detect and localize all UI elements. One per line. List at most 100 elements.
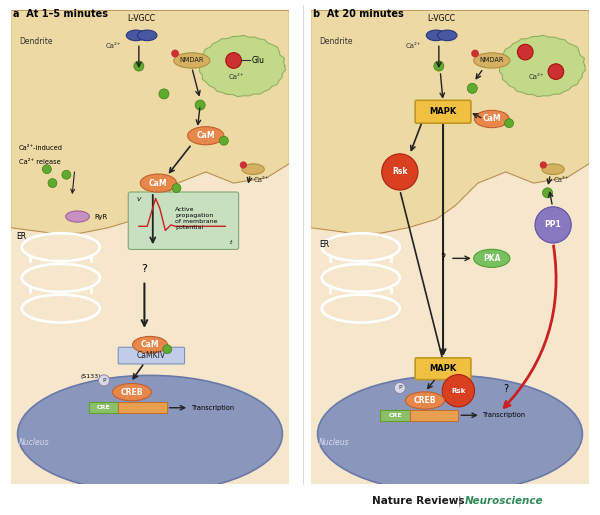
Text: Nature Reviews: Nature Reviews — [372, 496, 464, 506]
Circle shape — [517, 44, 533, 60]
Ellipse shape — [188, 127, 224, 145]
Text: CRE: CRE — [388, 413, 402, 418]
Circle shape — [172, 184, 181, 193]
Circle shape — [467, 83, 478, 93]
Circle shape — [62, 170, 71, 179]
Circle shape — [240, 161, 247, 168]
Polygon shape — [311, 10, 589, 484]
Circle shape — [442, 374, 475, 407]
Text: Ca²⁺-induced: Ca²⁺-induced — [19, 145, 63, 151]
Circle shape — [394, 382, 406, 393]
Text: Transcription: Transcription — [484, 413, 527, 418]
Text: (S133): (S133) — [80, 374, 101, 379]
Text: a  At 1–5 minutes: a At 1–5 minutes — [13, 9, 109, 19]
Polygon shape — [11, 10, 289, 233]
Ellipse shape — [65, 211, 89, 222]
Circle shape — [505, 119, 514, 128]
Text: Ca²⁺: Ca²⁺ — [529, 74, 544, 80]
Polygon shape — [11, 10, 289, 484]
Circle shape — [171, 49, 179, 57]
Text: CaM: CaM — [482, 114, 501, 124]
Text: Dendrite: Dendrite — [19, 37, 53, 46]
Text: Transcription: Transcription — [192, 405, 235, 411]
Ellipse shape — [140, 174, 176, 192]
Ellipse shape — [17, 375, 283, 492]
Text: MAPK: MAPK — [430, 364, 457, 373]
Text: L-VGCC: L-VGCC — [428, 14, 455, 24]
Ellipse shape — [475, 110, 509, 128]
Text: Ca²⁺: Ca²⁺ — [106, 43, 122, 49]
Text: CREB: CREB — [413, 396, 436, 405]
Text: P: P — [398, 385, 401, 390]
Polygon shape — [498, 36, 586, 97]
Ellipse shape — [133, 336, 167, 353]
Text: CRE: CRE — [97, 405, 110, 410]
Circle shape — [195, 100, 205, 110]
Circle shape — [43, 165, 52, 174]
Circle shape — [220, 136, 229, 145]
Text: Ca²⁺: Ca²⁺ — [554, 177, 569, 183]
Text: P: P — [102, 378, 106, 383]
Text: Neuroscience: Neuroscience — [465, 496, 544, 506]
Circle shape — [134, 61, 144, 71]
Ellipse shape — [242, 164, 264, 175]
Circle shape — [542, 188, 553, 198]
Ellipse shape — [542, 164, 564, 175]
Text: Dendrite: Dendrite — [319, 37, 353, 46]
Circle shape — [159, 89, 169, 99]
Text: ER: ER — [16, 232, 26, 241]
Ellipse shape — [406, 392, 445, 409]
Text: L-VGCC: L-VGCC — [128, 14, 155, 24]
Circle shape — [226, 53, 241, 68]
Text: Nucleus: Nucleus — [19, 438, 50, 447]
FancyBboxPatch shape — [128, 192, 239, 249]
Text: CaM: CaM — [149, 179, 167, 187]
Circle shape — [535, 207, 571, 243]
Text: |: | — [457, 495, 461, 506]
Ellipse shape — [427, 30, 446, 41]
Text: Rsk: Rsk — [451, 388, 466, 394]
Text: CREB: CREB — [121, 388, 143, 397]
Polygon shape — [311, 10, 589, 233]
FancyBboxPatch shape — [415, 100, 471, 123]
Text: ?: ? — [142, 264, 148, 274]
Ellipse shape — [127, 30, 146, 41]
Ellipse shape — [112, 384, 151, 401]
FancyBboxPatch shape — [118, 347, 185, 364]
Circle shape — [471, 49, 479, 57]
Circle shape — [98, 375, 110, 386]
Ellipse shape — [317, 375, 583, 492]
Circle shape — [548, 64, 564, 79]
Text: Rsk: Rsk — [392, 167, 407, 177]
Text: V: V — [136, 197, 140, 202]
Circle shape — [48, 179, 57, 187]
Text: t: t — [229, 240, 232, 245]
Text: b  At 20 minutes: b At 20 minutes — [313, 9, 404, 19]
Ellipse shape — [473, 53, 510, 68]
Text: MAPK: MAPK — [430, 107, 457, 116]
Text: Nucleus: Nucleus — [319, 438, 350, 447]
Circle shape — [163, 345, 172, 354]
Polygon shape — [198, 36, 286, 97]
Text: Ca²⁺: Ca²⁺ — [229, 74, 244, 80]
Text: Active
propagation
of membrane
potential: Active propagation of membrane potential — [175, 207, 218, 230]
Text: CaMKIV: CaMKIV — [137, 351, 166, 360]
Text: CaM: CaM — [196, 131, 215, 140]
Text: PKA: PKA — [483, 254, 500, 263]
Circle shape — [382, 154, 418, 190]
FancyBboxPatch shape — [89, 402, 118, 413]
FancyBboxPatch shape — [380, 410, 410, 421]
Circle shape — [540, 161, 547, 168]
Circle shape — [434, 61, 444, 71]
Text: CaM: CaM — [140, 340, 160, 349]
Text: Ca²⁺ release: Ca²⁺ release — [19, 159, 61, 165]
Ellipse shape — [173, 53, 210, 68]
FancyBboxPatch shape — [410, 410, 458, 421]
Text: RyR: RyR — [94, 214, 107, 219]
Text: Ca²⁺: Ca²⁺ — [254, 177, 269, 183]
Text: NMDAR: NMDAR — [179, 58, 204, 63]
Text: Ca²⁺: Ca²⁺ — [406, 43, 422, 49]
Text: Glu: Glu — [252, 56, 265, 65]
Text: NMDAR: NMDAR — [479, 58, 504, 63]
Text: ER: ER — [319, 240, 329, 249]
